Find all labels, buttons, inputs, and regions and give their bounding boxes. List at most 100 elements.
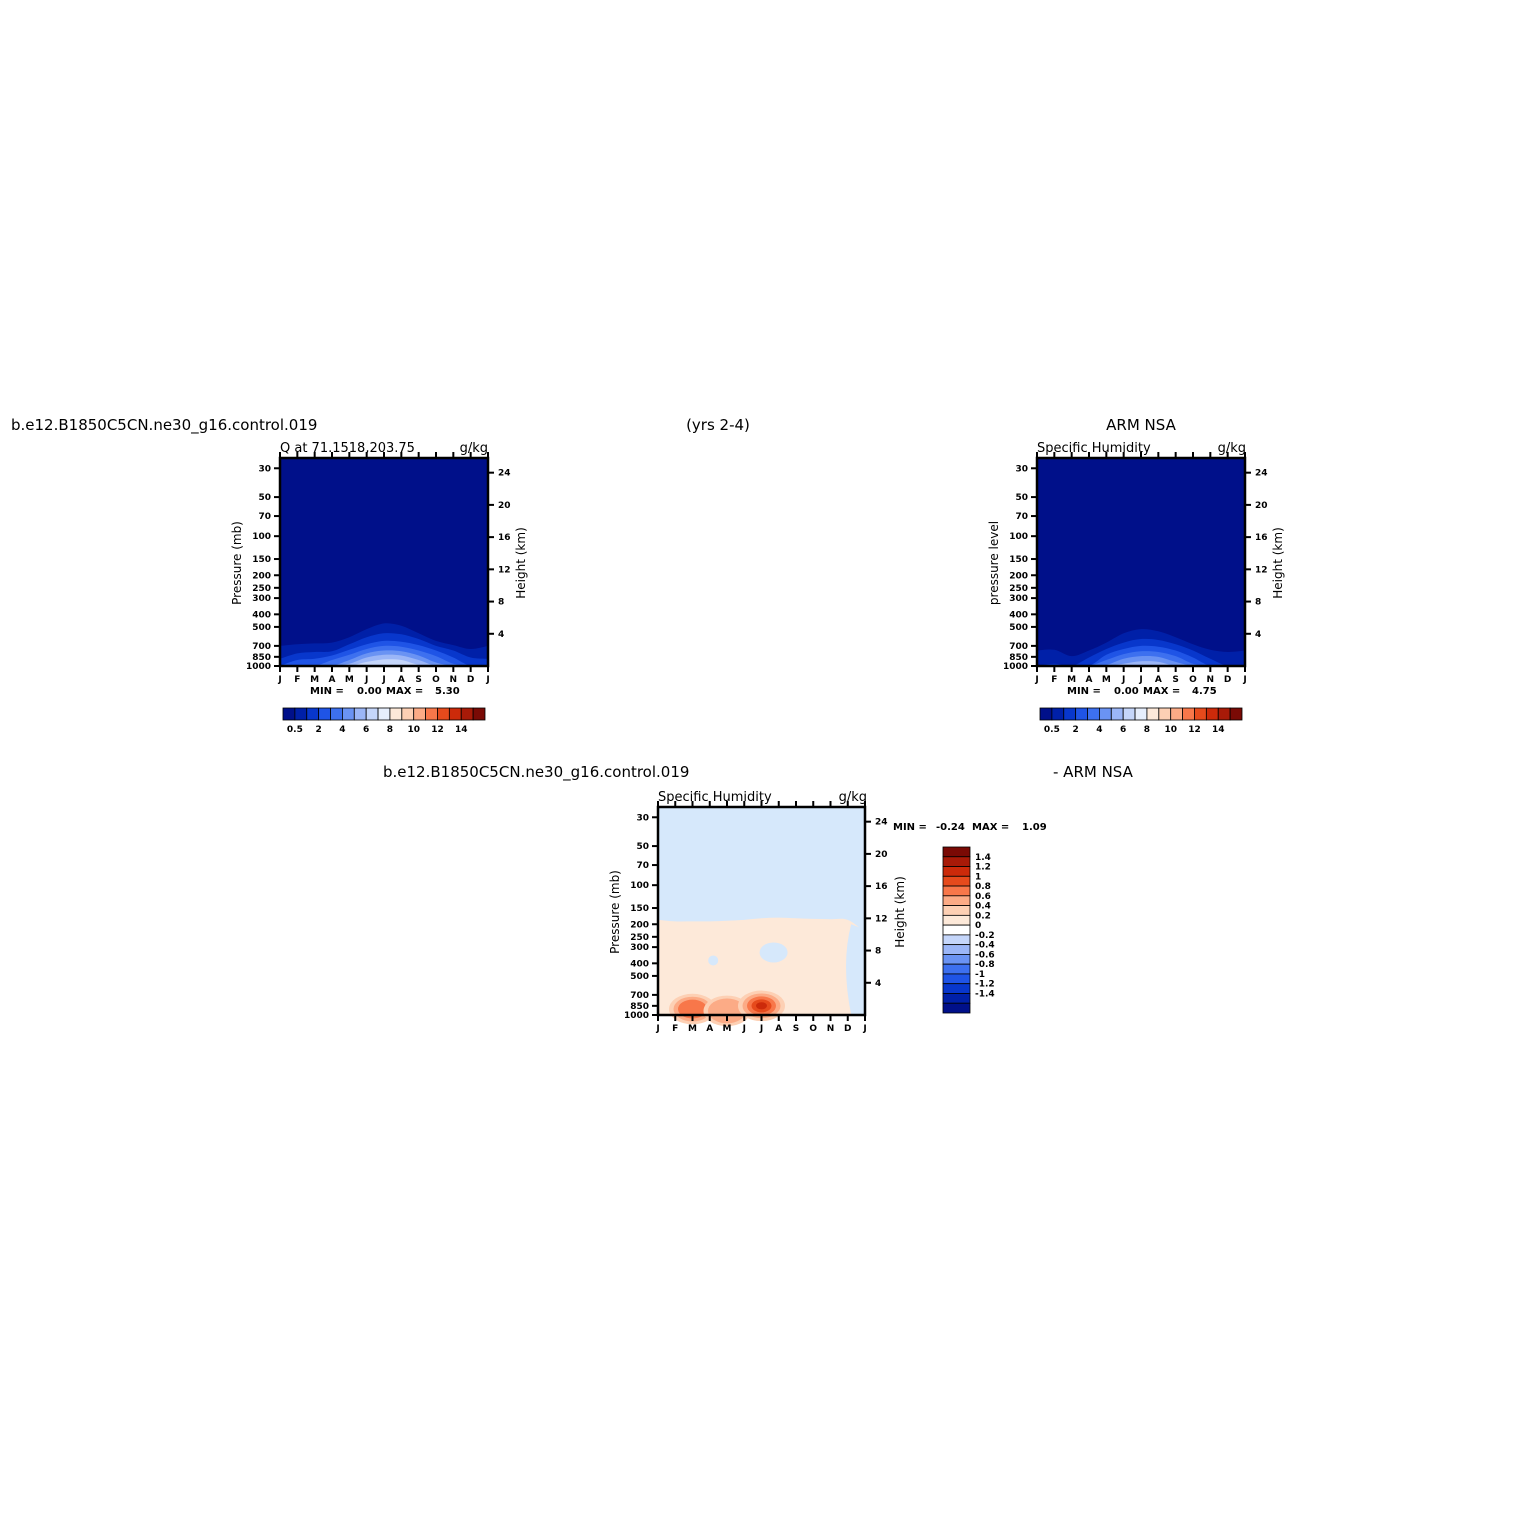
colorbar-swatch — [942, 914, 971, 926]
diff-positive-region — [658, 917, 865, 1015]
colorbar-label: 0 — [975, 921, 981, 931]
colorbar-swatch — [942, 973, 971, 985]
diff-height-tick-label: 4 — [875, 979, 881, 989]
panel-model-min-label: MIN = — [310, 686, 344, 697]
colorbar-swatch — [942, 885, 971, 897]
model-month-label: F — [294, 675, 300, 685]
obs-ytick-label: 300 — [1009, 594, 1028, 604]
colorbar-label: 1.4 — [975, 853, 991, 863]
colorbar-label: 2 — [316, 725, 322, 735]
colorbar-label: 8 — [1144, 725, 1150, 735]
colorbar-swatch — [389, 707, 403, 721]
panel-obs: Specific Humidity g/kg 30 50 70 100 150 200 25… — [987, 441, 1285, 697]
colorbar-swatch — [1170, 707, 1183, 721]
panel-obs-max-label: MAX = — [1143, 686, 1180, 697]
colorbar-swatch — [1087, 707, 1100, 721]
diff-negative-patch — [708, 955, 719, 966]
diff-ytick-label: 250 — [630, 933, 649, 943]
model-month-label: O — [432, 675, 440, 685]
model-month-label: D — [467, 675, 474, 685]
colorbar-swatch — [1194, 707, 1207, 721]
obs-ytick-label: 500 — [1009, 623, 1028, 633]
panel-obs-ylabel-right: Height (km) — [1271, 527, 1285, 598]
colorbar-label: 0.2 — [975, 911, 991, 921]
diff-height-tick-label: 8 — [875, 947, 881, 957]
colorbar-swatch — [942, 934, 971, 946]
model-ytick-label: 300 — [252, 594, 271, 604]
diff-month-label: J — [759, 1024, 763, 1034]
diff-ytick-label: 1000 — [624, 1011, 649, 1021]
colorbar-diff: 1.41.210.80.60.40.20-0.2-0.4-0.6-0.8-1-1… — [942, 846, 995, 1014]
panel-model-units: g/kg — [460, 441, 488, 456]
colorbar-swatch — [942, 944, 971, 955]
colorbar-swatch — [330, 707, 343, 721]
obs-height-tick-label: 16 — [1255, 533, 1268, 543]
model-ytick-label: 30 — [258, 464, 271, 474]
colorbar-label: 10 — [1164, 725, 1177, 735]
obs-ytick-label: 1000 — [1003, 662, 1028, 672]
colorbar-label: 2 — [1073, 725, 1079, 735]
colorbar-label: 10 — [407, 725, 420, 735]
colorbar-swatch — [448, 707, 462, 721]
diff-month-label: M — [688, 1024, 697, 1034]
colorbar-label: 6 — [363, 725, 369, 735]
model-month-label: J — [364, 675, 368, 685]
colorbar-swatch — [1039, 707, 1053, 721]
obs-month-label: J — [1242, 675, 1246, 685]
header-case-name: b.e12.B1850C5CN.ne30_g16.control.019 — [11, 416, 317, 435]
model-month-label: N — [450, 675, 458, 685]
obs-month-label: N — [1207, 675, 1215, 685]
panel-diff-ylabel-right: Height (km) — [893, 876, 907, 947]
colorbar-label: 4 — [339, 725, 345, 735]
diff-month-label: N — [827, 1024, 835, 1034]
colorbar-swatch — [1099, 707, 1112, 721]
colorbar-swatch — [942, 875, 971, 887]
panel-diff: Specific Humidity g/kg 30507010015020025… — [608, 790, 1047, 1034]
model-ytick-label: 150 — [252, 555, 271, 565]
model-ytick-label: 100 — [252, 532, 271, 542]
colorbar-swatch — [425, 707, 438, 721]
diff-month-label: J — [742, 1024, 746, 1034]
panel-obs-min-value: 0.00 — [1114, 686, 1139, 697]
diff-header-obs-name: - ARM NSA — [1053, 763, 1134, 781]
diff-month-label: J — [655, 1024, 659, 1034]
diff-ytick-label: 400 — [630, 959, 649, 969]
panel-model-max-label: MAX = — [386, 686, 423, 697]
obs-month-label: A — [1155, 675, 1162, 685]
obs-ytick-label: 400 — [1009, 610, 1028, 620]
panel-model-ylabel: Pressure (mb) — [230, 521, 244, 605]
obs-height-tick-label: 8 — [1255, 598, 1261, 608]
panel-obs-min-label: MIN = — [1067, 686, 1101, 697]
obs-month-label: F — [1051, 675, 1057, 685]
panel-model-ylabel-right: Height (km) — [514, 527, 528, 598]
obs-month-label: S — [1172, 675, 1178, 685]
obs-ytick-label: 70 — [1015, 512, 1028, 522]
model-frame — [278, 456, 490, 668]
obs-ytick-label: 200 — [1009, 571, 1028, 581]
obs-ytick-label: 250 — [1009, 584, 1028, 594]
model-month-label: A — [329, 675, 336, 685]
obs-month-label: M — [1067, 675, 1076, 685]
obs-ytick-label: 50 — [1015, 493, 1028, 503]
diff-positive-core — [756, 1002, 767, 1010]
colorbar-swatch — [1158, 707, 1172, 721]
colorbar-swatch — [472, 707, 486, 721]
obs-month-label: J — [1138, 675, 1142, 685]
model-ytick-label: 70 — [258, 512, 271, 522]
diff-ytick-label: 100 — [630, 881, 649, 891]
colorbar-label: -0.4 — [975, 941, 995, 951]
diff-header-case-name: b.e12.B1850C5CN.ne30_g16.control.019 — [383, 763, 689, 782]
panel-obs-title: Specific Humidity — [1037, 441, 1151, 456]
colorbar-swatch — [942, 866, 971, 877]
obs-ytick-label: 150 — [1009, 555, 1028, 565]
colorbar-model: 0.5 2 4 6 8 10 12 14 — [282, 707, 486, 735]
colorbar-swatch — [318, 707, 331, 721]
colorbar-swatch — [401, 707, 415, 721]
diff-month-label: D — [844, 1024, 851, 1034]
model-month-label: M — [345, 675, 354, 685]
diff-negative-patch — [759, 942, 788, 963]
colorbar-swatch — [1063, 707, 1077, 721]
panel-model-title: Q at 71.1518,203.75 — [280, 441, 415, 456]
colorbar-swatch — [1075, 707, 1088, 721]
